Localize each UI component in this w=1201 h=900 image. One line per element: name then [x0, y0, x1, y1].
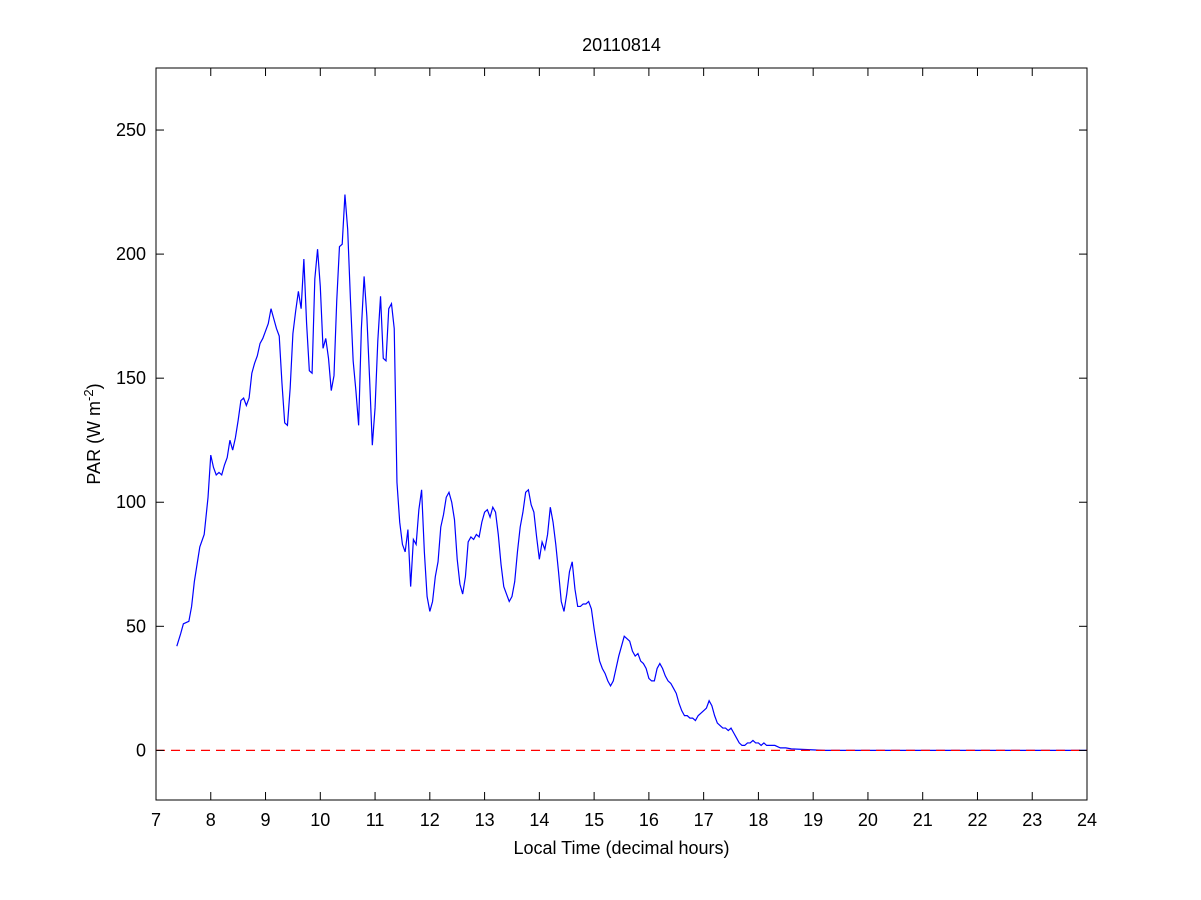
y-axis-label-suffix: )	[84, 383, 104, 389]
x-tick-label: 22	[967, 810, 987, 830]
x-tick-label: 14	[529, 810, 549, 830]
x-tick-label: 16	[639, 810, 659, 830]
x-tick-label: 20	[858, 810, 878, 830]
x-tick-label: 23	[1022, 810, 1042, 830]
x-tick-label: 24	[1077, 810, 1097, 830]
y-axis-label-main: PAR (W m	[84, 401, 104, 485]
y-tick-label: 200	[116, 244, 146, 264]
x-tick-label: 17	[694, 810, 714, 830]
x-tick-label: 11	[366, 810, 385, 830]
x-tick-label: 18	[748, 810, 768, 830]
x-tick-label: 15	[584, 810, 604, 830]
x-tick-label: 21	[913, 810, 933, 830]
y-tick-label: 100	[116, 492, 146, 512]
x-tick-label: 7	[151, 810, 161, 830]
x-tick-label: 12	[420, 810, 440, 830]
series-layer	[156, 194, 1087, 751]
par-series-line	[176, 194, 1087, 751]
y-tick-label: 50	[126, 616, 146, 636]
ticks-layer: 7 8 9 10 11 12 13 14 15 16 17 18 19 20 21 22 23 24 0 50 100 1…	[116, 68, 1097, 830]
axes-box	[155, 67, 1088, 801]
x-tick-label: 19	[803, 810, 823, 830]
y-axis-label: PAR (W m-2)	[81, 383, 105, 484]
x-tick-label: 10	[310, 810, 330, 830]
x-axis-label: Local Time (decimal hours)	[513, 838, 729, 858]
y-tick-label: 0	[136, 740, 146, 760]
x-tick-label: 9	[261, 810, 271, 830]
chart-title: 20110814	[582, 35, 661, 55]
x-tick-label: 13	[475, 810, 495, 830]
y-tick-label: 150	[116, 368, 146, 388]
y-tick-label: 250	[116, 120, 146, 140]
x-tick-label: 8	[206, 810, 216, 830]
y-axis-label-superscript: -2	[81, 389, 96, 401]
